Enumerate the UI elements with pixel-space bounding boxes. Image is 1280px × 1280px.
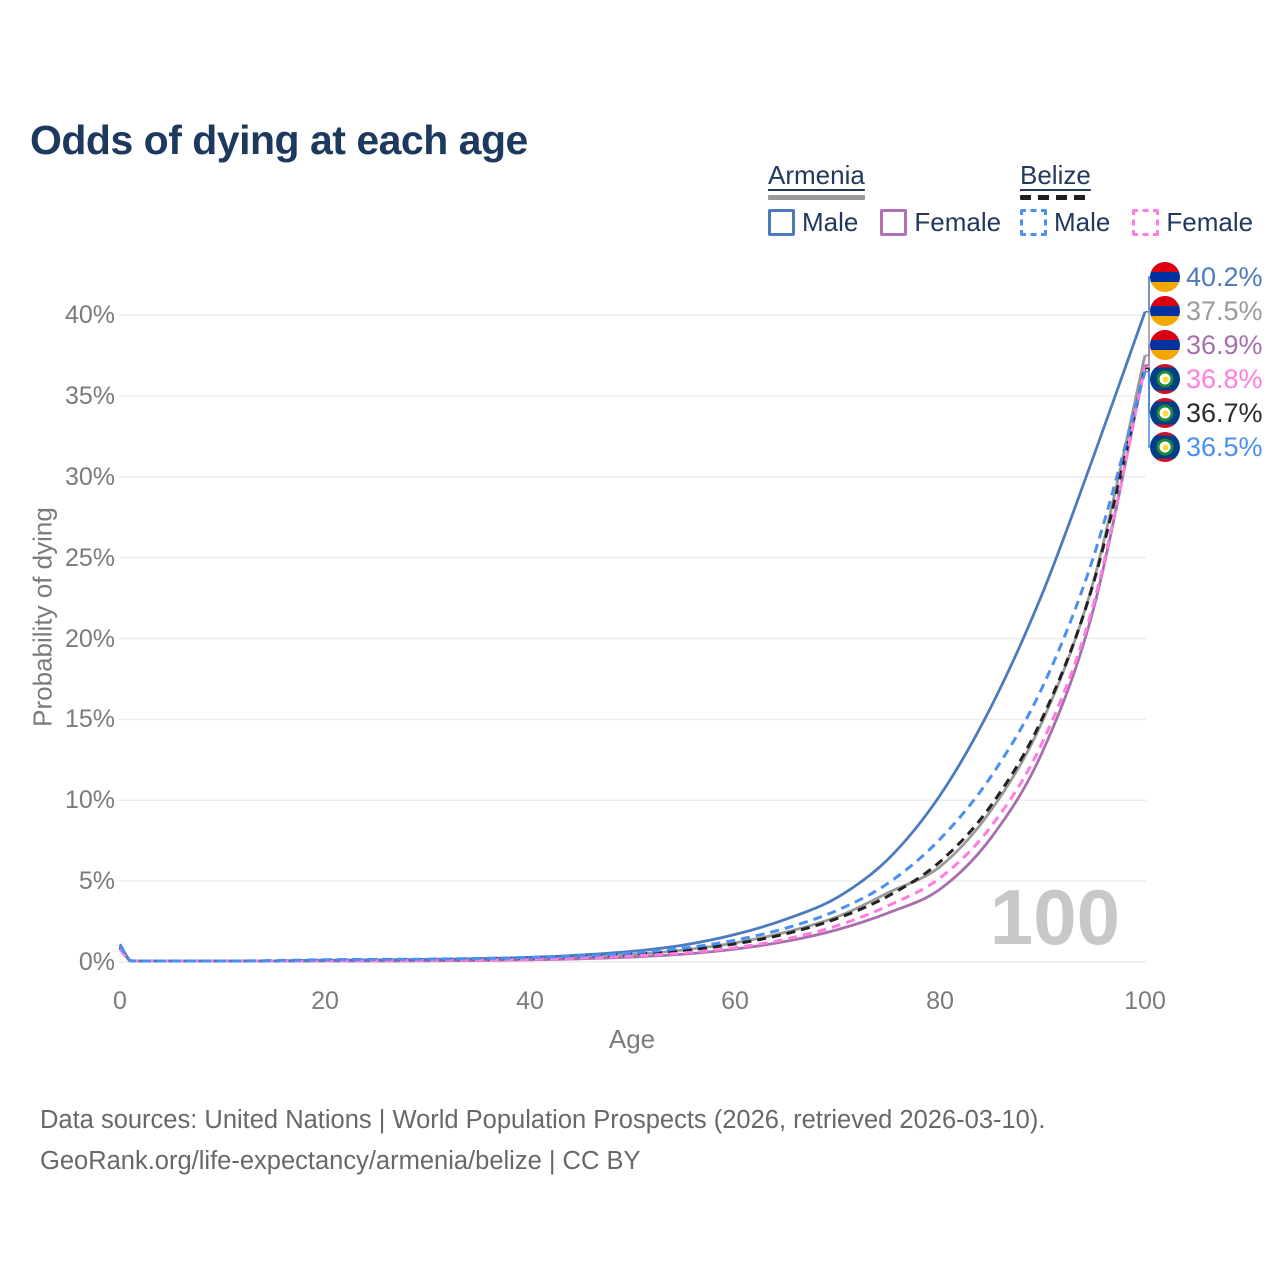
x-tick-label: 40 [516, 987, 544, 1015]
flag-belize-icon [1150, 432, 1180, 462]
legend-item-armenia-female[interactable]: Female [880, 207, 1001, 238]
flag-belize-center [1162, 444, 1168, 450]
legend-label-armenia-female: Female [914, 207, 1002, 237]
legend-line-swatch-belize [1020, 195, 1091, 200]
y-tick-label: 35% [64, 381, 115, 410]
x-axis-title: Age [608, 1024, 656, 1054]
legend-country-armenia[interactable]: Armenia [768, 160, 865, 200]
checkbox-belize-male[interactable] [1020, 209, 1047, 236]
end-label-belize-male: 36.5% [1150, 430, 1263, 464]
end-label-armenia-female: 36.9% [1150, 328, 1263, 362]
end-label-value: 40.2% [1186, 261, 1263, 292]
x-tick-label: 60 [721, 987, 749, 1015]
end-label-value: 36.9% [1186, 329, 1263, 360]
series-line-armenia-all[interactable] [118, 355, 1147, 963]
series-line-belize-female[interactable] [118, 366, 1147, 963]
series-line-belize-all[interactable] [118, 368, 1147, 963]
y-tick-label: 40% [64, 301, 115, 329]
y-tick-label: 20% [64, 624, 115, 653]
end-label-armenia-male: 40.2% [1150, 260, 1263, 294]
data-source-line: Data sources: United Nations | World Pop… [40, 1106, 1046, 1134]
y-tick-label: 0% [78, 948, 115, 976]
flag-belize-emblem [1156, 438, 1174, 456]
legend-country-armenia-label: Armenia [768, 160, 865, 190]
flag-belize-emblem [1156, 404, 1174, 422]
flag-belize-emblem [1156, 370, 1174, 388]
y-tick-label: 5% [78, 867, 115, 896]
legend-label-belize-female: Female [1166, 207, 1254, 237]
legend-row-belize: Male Female [1020, 207, 1275, 238]
page-title: Odds of dying at each age [30, 117, 528, 164]
checkbox-armenia-female[interactable] [880, 209, 908, 236]
series-line-belize-male[interactable] [118, 371, 1147, 963]
legend-group-belize: Belize Male Female [1020, 160, 1275, 238]
legend-item-belize-male[interactable]: Male [1020, 207, 1110, 238]
flag-belize-center [1162, 410, 1168, 416]
legend-item-armenia-male[interactable]: Male [768, 207, 858, 238]
end-label-value: 36.8% [1186, 363, 1263, 394]
legend-group-armenia: Armenia Male Female [768, 160, 1023, 238]
legend-label-armenia-male: Male [802, 207, 859, 237]
end-label-belize-female: 36.8% [1150, 362, 1263, 396]
flag-belize-center [1162, 376, 1168, 382]
series-line-armenia-male[interactable] [118, 311, 1147, 963]
end-label-belize-all: 36.7% [1150, 396, 1263, 430]
legend-country-belize[interactable]: Belize [1020, 160, 1091, 200]
legend-item-belize-female[interactable]: Female [1132, 207, 1253, 238]
end-label-value: 36.5% [1186, 431, 1263, 462]
end-label-value: 36.7% [1186, 397, 1263, 428]
checkbox-belize-female[interactable] [1132, 209, 1160, 236]
legend-line-swatch-armenia [768, 195, 865, 200]
series-line-armenia-female[interactable] [118, 364, 1147, 963]
flag-armenia-icon [1150, 262, 1180, 292]
x-tick-label: 80 [926, 987, 954, 1015]
y-axis-title: Probability of dying [27, 507, 58, 727]
age-watermark: 100 [989, 873, 1120, 961]
legend-label-belize-male: Male [1054, 207, 1111, 237]
x-tick-label: 20 [311, 987, 339, 1015]
flag-armenia-icon [1150, 330, 1180, 360]
attribution-line: GeoRank.org/life-expectancy/armenia/beli… [40, 1147, 641, 1175]
legend-row-armenia: Male Female [768, 207, 1023, 238]
y-tick-label: 25% [64, 543, 115, 572]
y-tick-label: 15% [64, 705, 115, 734]
x-tick-label: 0 [113, 987, 127, 1015]
flag-belize-icon [1150, 398, 1180, 428]
end-label-armenia-all: 37.5% [1150, 294, 1263, 328]
flag-armenia-icon [1150, 296, 1180, 326]
legend-country-belize-label: Belize [1020, 160, 1091, 190]
y-tick-label: 10% [64, 786, 115, 815]
checkbox-armenia-male[interactable] [768, 209, 795, 236]
flag-belize-icon [1150, 364, 1180, 394]
x-tick-label: 100 [1124, 987, 1166, 1015]
end-label-value: 37.5% [1186, 295, 1263, 326]
y-tick-label: 30% [64, 462, 115, 491]
